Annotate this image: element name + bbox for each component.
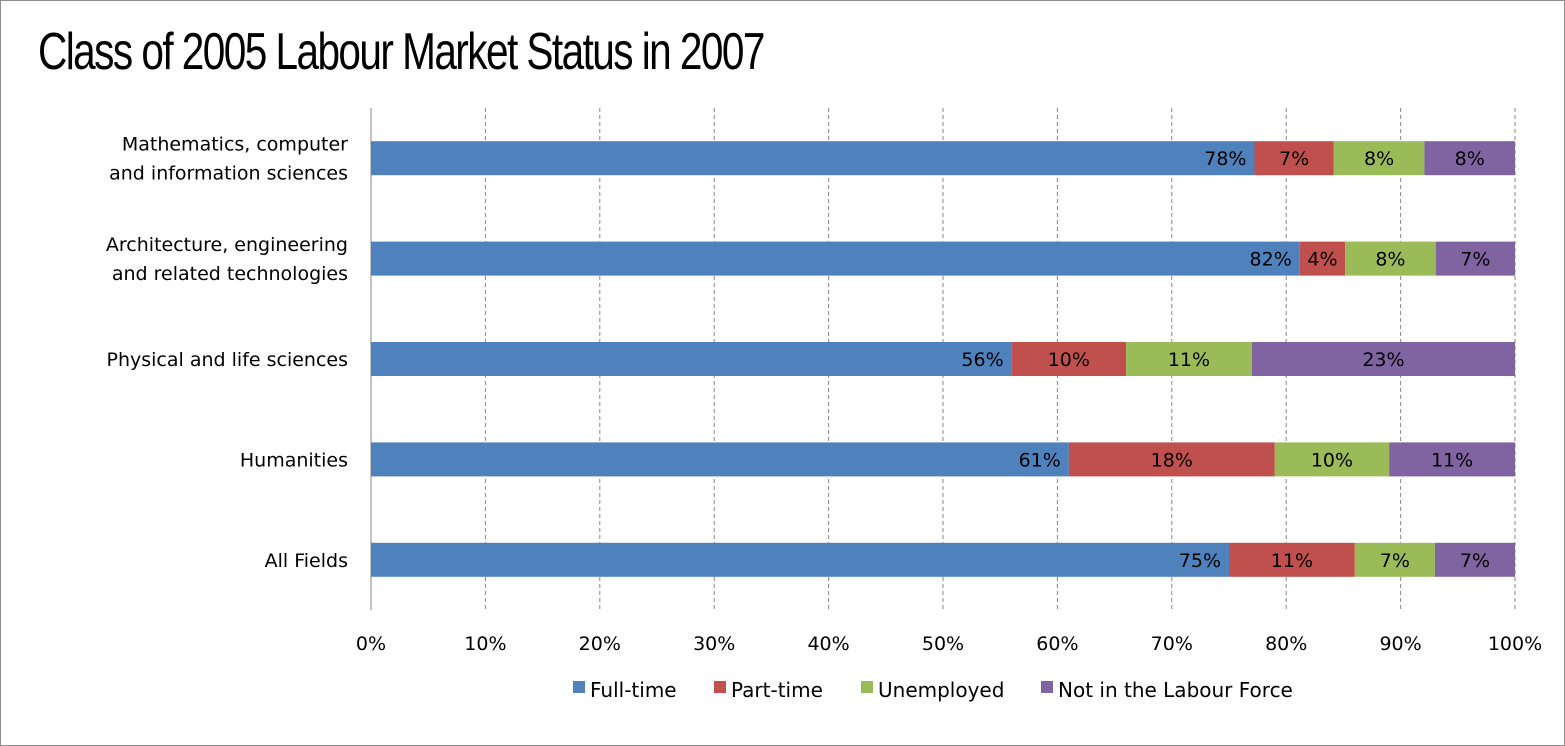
x-tick-label: 20% [579,633,621,655]
bar-segment [1345,241,1436,276]
x-tick-label: 100% [1488,633,1542,655]
bar-segment [1389,442,1515,477]
x-tick-label: 60% [1036,633,1078,655]
data-label: 8% [1455,148,1485,170]
bar-segment [1354,542,1435,577]
bar-segment [1251,342,1515,376]
bar-segment [1254,141,1334,176]
x-tick-label: 90% [1379,633,1421,655]
category-label: Mathematics, computer [122,134,348,156]
bar-segment [1424,141,1515,176]
category-label: Humanities [240,449,348,471]
data-label: 7% [1380,550,1410,572]
data-label: 11% [1168,349,1210,371]
x-tick-label: 80% [1265,633,1307,655]
bar-segment [371,342,1012,376]
legend-swatch [861,681,873,693]
data-label: 7% [1460,249,1490,271]
category-label: Architecture, engineering [106,234,348,256]
data-label: 7% [1279,148,1309,170]
data-label: 4% [1307,249,1337,271]
bar-segment [1435,241,1515,276]
bar-segment [1011,342,1127,376]
x-tick-label: 40% [807,633,849,655]
chart-title: Class of 2005 Labour Market Status in 20… [38,23,765,81]
category-label: All Fields [265,550,348,572]
bar-segment [371,141,1255,176]
x-tick-label: 0% [356,633,386,655]
legend-swatch [1041,681,1053,693]
data-label: 78% [1204,148,1246,170]
bar-segment [1229,542,1355,577]
bar-segment [1333,141,1425,176]
x-tick-label: 10% [464,633,506,655]
bar-segment [1299,241,1346,276]
legend-label: Unemployed [878,678,1004,702]
bar-segment [371,241,1300,276]
data-label: 7% [1460,550,1490,572]
bar-segment [1434,542,1515,577]
x-tick-label: 50% [922,633,964,655]
data-label: 10% [1048,349,1090,371]
legend-swatch [573,681,585,693]
data-label: 18% [1151,449,1193,471]
legend-swatch [714,681,726,693]
data-label: 56% [961,349,1003,371]
data-label: 61% [1019,449,1061,471]
category-label: and related technologies [112,263,348,285]
legend-label: Not in the Labour Force [1058,678,1293,702]
category-label: Physical and life sciences [107,349,348,371]
bar-segment [1126,342,1252,376]
x-tick-label: 30% [693,633,735,655]
data-label: 11% [1271,550,1313,572]
category-label: and information sciences [109,163,348,185]
data-label: 10% [1311,449,1353,471]
data-label: 75% [1179,550,1221,572]
bar-segment [1068,442,1275,477]
bar-segment [1274,442,1390,477]
data-label: 23% [1362,349,1404,371]
data-label: 8% [1375,249,1405,271]
x-tick-label: 70% [1151,633,1193,655]
bar-segment [371,442,1069,477]
data-label: 11% [1431,449,1473,471]
legend-label: Part-time [731,678,823,702]
bar-segment [371,542,1229,577]
legend-label: Full-time [590,678,677,702]
data-label: 8% [1364,148,1394,170]
data-label: 82% [1250,249,1292,271]
